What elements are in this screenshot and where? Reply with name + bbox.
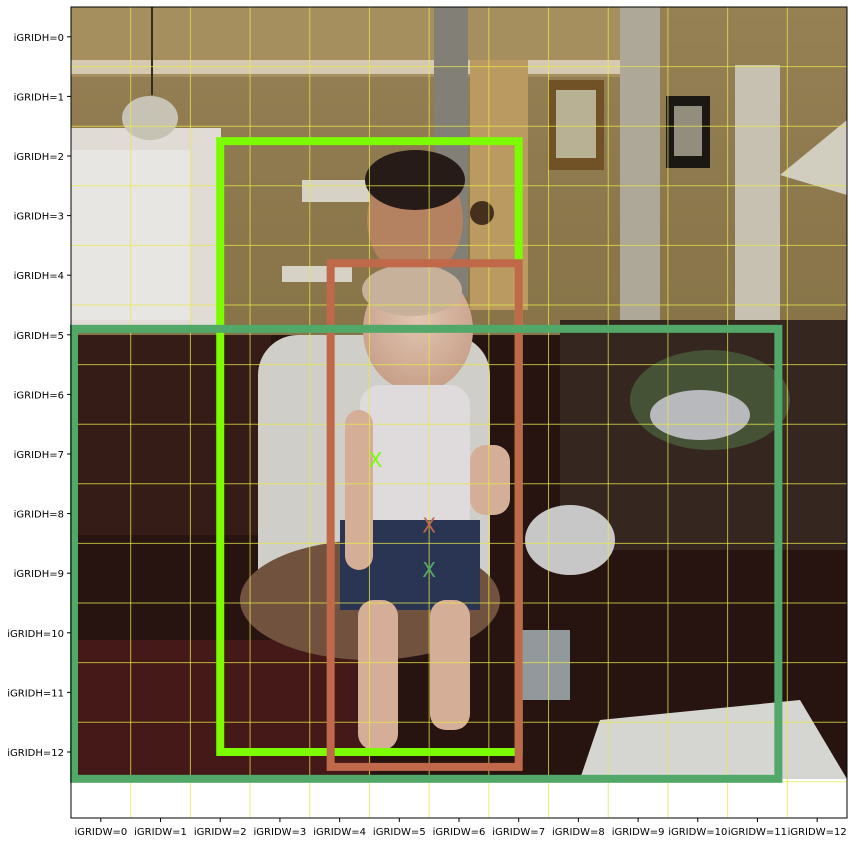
photo-background: [71, 7, 847, 779]
axes-frame: [70, 6, 848, 819]
y-tick-label: iGRIDH=4: [14, 271, 64, 282]
y-tick-label: iGRIDH=0: [14, 33, 64, 44]
y-tick-label: iGRIDH=6: [14, 390, 64, 401]
y-tick-label: iGRIDH=8: [14, 510, 64, 521]
y-tick-label: iGRIDH=3: [14, 212, 64, 223]
y-tick-label: iGRIDH=1: [14, 92, 64, 103]
bounding-box-2: [69, 324, 783, 783]
bounding-boxes: XXX: [69, 137, 783, 783]
x-tick-label: iGRIDW=4: [313, 827, 366, 838]
y-tick-label: iGRIDH=9: [14, 569, 64, 580]
y-tick-label: iGRIDH=5: [14, 331, 64, 342]
bounding-box-1: [326, 259, 523, 771]
x-tick-label: iGRIDW=6: [433, 827, 486, 838]
y-tick-label: iGRIDH=10: [7, 629, 64, 640]
y-tick-label: iGRIDH=7: [14, 450, 64, 461]
x-tick-label: iGRIDW=5: [373, 827, 426, 838]
box-center-marker-1: X: [422, 514, 436, 538]
x-tick-label: iGRIDW=12: [788, 827, 847, 838]
y-tick-label: iGRIDH=12: [7, 748, 64, 759]
y-tick-label: iGRIDH=11: [7, 688, 64, 699]
x-tick-label: iGRIDW=10: [668, 827, 727, 838]
x-tick-label: iGRIDW=1: [134, 827, 187, 838]
x-tick-label: iGRIDW=7: [492, 827, 545, 838]
x-tick-label: iGRIDW=8: [552, 827, 605, 838]
x-tick-labels: iGRIDW=0 iGRIDW=1 iGRIDW=2 iGRIDW=3 iGRIDW=4…: [74, 818, 847, 838]
y-tick-labels: iGRIDH=0 iGRIDH=1 iGRIDH=2 iGRIDH=3 iGRIDH=4…: [7, 33, 71, 759]
x-tick-label: iGRIDW=11: [728, 827, 787, 838]
x-tick-label: iGRIDW=9: [612, 827, 665, 838]
x-tick-label: iGRIDW=0: [74, 827, 127, 838]
box-center-marker-0: X: [369, 448, 383, 472]
box-center-marker-2: X: [422, 558, 436, 582]
y-tick-label: iGRIDH=2: [14, 152, 64, 163]
x-tick-label: iGRIDW=3: [254, 827, 307, 838]
x-tick-label: iGRIDW=2: [194, 827, 247, 838]
